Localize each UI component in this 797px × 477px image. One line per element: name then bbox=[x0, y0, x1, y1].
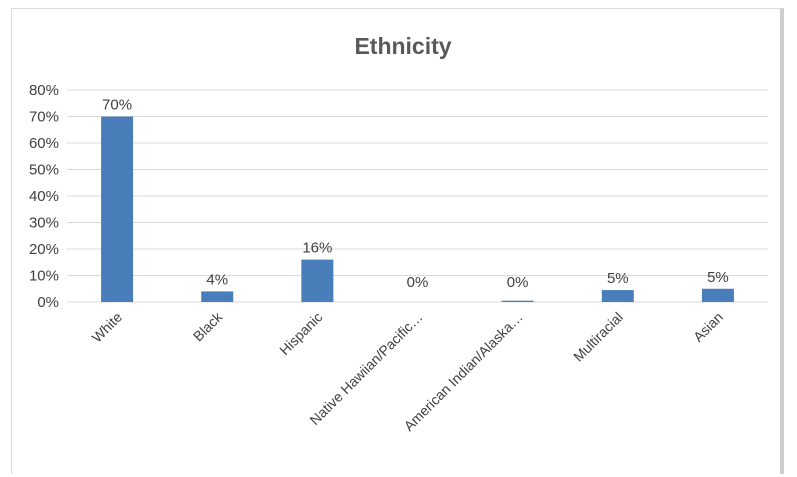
chart-title: Ethnicity bbox=[354, 33, 451, 59]
bar bbox=[101, 116, 134, 302]
category-label: Multiracial bbox=[570, 309, 626, 365]
y-tick-label: 0% bbox=[37, 294, 59, 311]
bar bbox=[701, 288, 734, 302]
y-tick-label: 50% bbox=[29, 162, 59, 179]
y-tick-label: 10% bbox=[29, 268, 59, 285]
bar bbox=[601, 290, 634, 302]
category-label: Native Hawiian/Pacific… bbox=[306, 309, 425, 428]
bar bbox=[201, 291, 234, 302]
category-label: American Indian/Alaska… bbox=[401, 309, 526, 434]
category-label: Black bbox=[190, 308, 226, 344]
y-tick-label: 70% bbox=[29, 109, 59, 126]
bar bbox=[501, 300, 534, 302]
bars bbox=[101, 116, 734, 302]
y-axis-ticks: 0% 10% 20% 30% 40% 50% 60% 70% 80% bbox=[29, 82, 59, 311]
data-label: 16% bbox=[302, 240, 332, 257]
data-label: 0% bbox=[407, 274, 429, 291]
category-label: White bbox=[89, 309, 126, 346]
data-label: 5% bbox=[707, 269, 729, 286]
data-label: 0% bbox=[507, 274, 529, 291]
y-tick-label: 80% bbox=[29, 82, 59, 99]
y-tick-label: 40% bbox=[29, 188, 59, 205]
data-labels: 70% 4% 16% 0% 0% 5% 5% bbox=[102, 97, 729, 292]
category-label: Hispanic bbox=[276, 309, 325, 358]
y-tick-label: 20% bbox=[29, 241, 59, 258]
category-label: Asian bbox=[690, 309, 726, 345]
gridlines bbox=[67, 89, 768, 303]
y-tick-label: 30% bbox=[29, 215, 59, 232]
chart-frame bbox=[11, 8, 784, 474]
y-tick-label: 60% bbox=[29, 135, 59, 152]
data-label: 5% bbox=[607, 270, 629, 287]
bar bbox=[301, 259, 334, 302]
data-label: 4% bbox=[206, 271, 228, 288]
data-label: 70% bbox=[102, 97, 132, 114]
